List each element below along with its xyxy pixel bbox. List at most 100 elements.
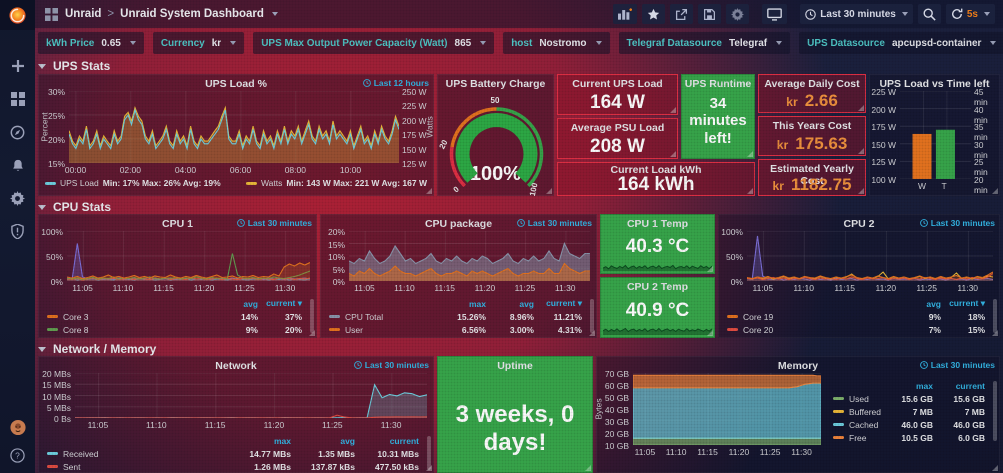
star-button[interactable]: [642, 4, 666, 24]
panel-resize-handle[interactable]: [858, 148, 864, 154]
panel-title[interactable]: Uptime: [497, 360, 533, 372]
panel-title[interactable]: UPS Load %: [205, 78, 267, 90]
panel-resize-handle[interactable]: [707, 330, 713, 336]
refresh-button[interactable]: 5s: [945, 4, 995, 24]
breadcrumb-dashboard-title[interactable]: Unraid System Dashboard: [120, 8, 264, 20]
legend-column-header[interactable]: max: [273, 435, 291, 446]
variable-caret[interactable]: [230, 41, 237, 45]
panel-resize-handle[interactable]: [858, 105, 864, 111]
legend-series-label[interactable]: Core 19: [743, 311, 774, 322]
variable-caret[interactable]: [776, 41, 783, 45]
panel-resize-handle[interactable]: [992, 465, 998, 471]
variable-value[interactable]: 0.65: [101, 37, 121, 49]
panel-title[interactable]: Network: [215, 360, 257, 372]
panel-resize-handle[interactable]: [747, 188, 753, 194]
add-panel-button[interactable]: [613, 4, 638, 24]
legend-scrollbar[interactable]: [427, 436, 431, 470]
panel-title[interactable]: Estimated Yearly Cost: [770, 163, 854, 187]
legend-series-label[interactable]: Used: [849, 393, 869, 404]
legend-column-header[interactable]: avg: [519, 298, 534, 309]
alerting-bell-icon[interactable]: [10, 157, 26, 173]
legend-series-label[interactable]: Free: [849, 432, 867, 443]
legend-scrollbar[interactable]: [590, 299, 594, 333]
legend-scrollbar[interactable]: [993, 381, 997, 441]
breadcrumb-folder[interactable]: Unraid: [65, 8, 102, 20]
grafana-logo[interactable]: [0, 0, 35, 30]
panel-title[interactable]: CPU 2: [843, 218, 875, 230]
legend-column-header[interactable]: current ▾: [546, 298, 582, 308]
time-range-picker[interactable]: Last 30 minutes: [800, 4, 913, 24]
legend-scrollbar[interactable]: [310, 299, 314, 333]
row-header-ups-stats[interactable]: UPS Stats: [38, 59, 110, 73]
panel-resize-handle[interactable]: [426, 465, 432, 471]
panel-resize-handle[interactable]: [747, 151, 753, 157]
help-icon[interactable]: ?: [10, 447, 26, 463]
panel-title[interactable]: CPU 2 Temp: [626, 281, 689, 293]
settings-gear-icon[interactable]: [726, 4, 750, 24]
explore-icon[interactable]: [10, 124, 26, 140]
variable-value[interactable]: apcupsd-container: [891, 37, 982, 49]
panel-resize-handle[interactable]: [589, 330, 595, 336]
panel-resize-handle[interactable]: [670, 151, 676, 157]
dashboard-dropdown-caret[interactable]: [271, 12, 278, 16]
panel-title[interactable]: UPS Load vs Time left: [879, 78, 990, 90]
variable-value[interactable]: 865: [454, 37, 472, 49]
save-button[interactable]: [698, 4, 722, 24]
legend-column-header[interactable]: avg: [340, 435, 355, 446]
panel-title[interactable]: CPU package: [424, 218, 493, 230]
zoom-out-button[interactable]: [917, 4, 941, 24]
legend-column-header[interactable]: current: [955, 380, 985, 391]
panel-resize-handle[interactable]: [992, 330, 998, 336]
legend-series-label[interactable]: CPU Total: [345, 311, 384, 322]
variable-value[interactable]: kr: [211, 37, 222, 49]
legend-column-header[interactable]: current: [389, 435, 419, 446]
legend-column-header[interactable]: max: [468, 298, 486, 309]
panel-title[interactable]: Current Load kWh: [610, 164, 702, 176]
variable-caret[interactable]: [595, 41, 602, 45]
row-header-cpu-stats[interactable]: CPU Stats: [38, 200, 111, 214]
panel-title[interactable]: UPS Runtime: [684, 78, 752, 90]
legend-column-header[interactable]: current ▾: [266, 298, 302, 308]
variable-caret[interactable]: [480, 41, 487, 45]
variable-caret[interactable]: [129, 41, 136, 45]
panel-title[interactable]: CPU 1: [162, 218, 193, 230]
create-icon[interactable]: [10, 58, 26, 74]
legend-scrollbar[interactable]: [993, 299, 997, 333]
share-button[interactable]: [670, 4, 694, 24]
dashboards-icon[interactable]: [10, 91, 26, 107]
legend-series-label[interactable]: Watts: [260, 178, 283, 188]
tv-mode-button[interactable]: [762, 4, 788, 24]
panel-resize-handle[interactable]: [707, 266, 713, 272]
panel-title[interactable]: Memory: [777, 360, 819, 372]
server-admin-shield-icon[interactable]: [10, 223, 26, 239]
legend-column-header[interactable]: avg: [243, 298, 258, 309]
panel-resize-handle[interactable]: [426, 188, 432, 194]
user-avatar[interactable]: [9, 419, 26, 435]
variable-value[interactable]: Telegraf: [728, 37, 768, 49]
configuration-gear-icon[interactable]: [10, 190, 26, 206]
legend-series-label[interactable]: User: [345, 324, 363, 335]
panel-title[interactable]: Average PSU Load: [570, 122, 665, 134]
variable-caret[interactable]: [990, 41, 997, 45]
panel-resize-handle[interactable]: [858, 188, 864, 194]
legend-series-label[interactable]: Sent: [63, 461, 81, 472]
legend-column-header[interactable]: avg: [926, 298, 941, 309]
panel-title[interactable]: Average Daily Cost: [764, 78, 860, 90]
panel-title[interactable]: Current UPS Load: [572, 78, 663, 90]
panel-resize-handle[interactable]: [992, 188, 998, 194]
legend-series-label[interactable]: UPS Load: [60, 178, 99, 188]
legend-series-label[interactable]: Cached: [849, 419, 879, 430]
legend-series-label[interactable]: Received: [63, 448, 99, 459]
panel-resize-handle[interactable]: [546, 188, 552, 194]
row-header-network-memory[interactable]: Network / Memory: [38, 342, 156, 356]
panel-resize-handle[interactable]: [585, 465, 591, 471]
panel-title[interactable]: This Years Cost: [772, 120, 852, 132]
panel-resize-handle[interactable]: [309, 330, 315, 336]
variable-value[interactable]: Nostromo: [539, 37, 587, 49]
legend-column-header[interactable]: current ▾: [949, 298, 985, 308]
legend-column-header[interactable]: max: [915, 380, 933, 391]
legend-series-label[interactable]: Core 20: [743, 324, 774, 335]
legend-series-label[interactable]: Core 8: [63, 324, 89, 335]
refresh-caret[interactable]: [984, 12, 990, 16]
panel-title[interactable]: CPU 1 Temp: [626, 218, 689, 230]
